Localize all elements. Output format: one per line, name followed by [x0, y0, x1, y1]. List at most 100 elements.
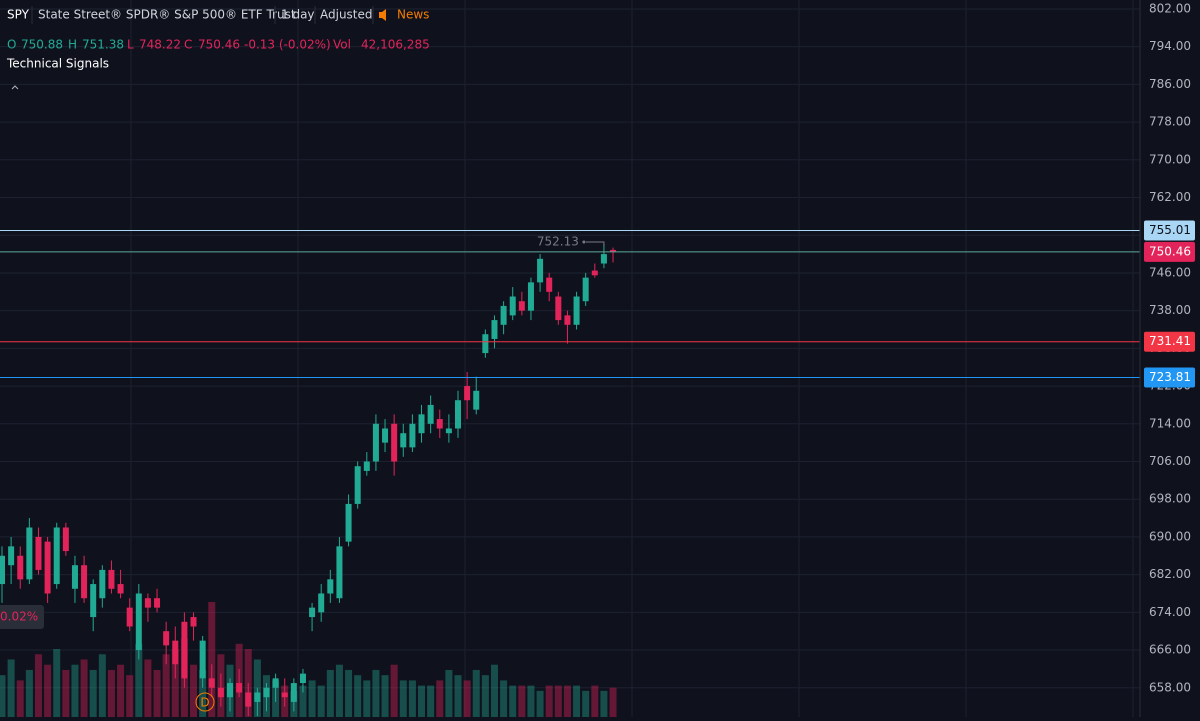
volume-bar — [500, 680, 508, 717]
price-label-box — [1144, 241, 1195, 262]
volume-bar — [126, 675, 134, 717]
volume-bar — [7, 659, 15, 717]
candle-body — [582, 277, 589, 302]
candle-body — [190, 617, 197, 627]
candle-body — [527, 282, 534, 311]
news[interactable]: News — [397, 8, 429, 22]
volume-bar — [545, 685, 553, 717]
candle-body — [0, 555, 5, 585]
y-tick-label: 746.00 — [1149, 265, 1191, 279]
y-tick-label: 794.00 — [1149, 39, 1191, 53]
volume-bar — [600, 690, 608, 717]
candle-body — [354, 466, 361, 504]
candle-body — [90, 584, 97, 618]
volume-bar — [25, 669, 33, 717]
volume-bar — [16, 680, 24, 717]
high-label: H — [68, 38, 77, 52]
candle-body — [254, 692, 261, 702]
volume-bar — [153, 669, 161, 717]
candle-body — [108, 569, 115, 589]
y-tick-label: 682.00 — [1149, 567, 1191, 581]
candle-body — [372, 423, 379, 462]
candle-body — [17, 555, 24, 580]
candle-body — [464, 386, 471, 401]
price-label-box — [1144, 220, 1195, 241]
y-tick-label: 690.00 — [1149, 529, 1191, 543]
candle-body — [290, 683, 297, 702]
volume-bar — [490, 664, 498, 717]
candle-body — [546, 277, 553, 292]
volume-bar — [427, 685, 435, 717]
interval[interactable]: 1 day — [281, 8, 315, 22]
volume-bar — [208, 602, 216, 717]
volume-bar — [117, 664, 125, 717]
header: SPY State Street® SPDR® S&P 500® ETF Tru… — [0, 6, 430, 629]
volume-bar — [171, 649, 179, 717]
plot: 752.13 D — [0, 229, 1140, 717]
y-tick-label: 674.00 — [1149, 605, 1191, 619]
grid — [0, 8, 1140, 689]
candle-body — [81, 565, 88, 599]
open-label: O — [7, 38, 16, 52]
volume-bar — [591, 685, 599, 717]
volume-bar — [527, 685, 535, 717]
volume-bar — [98, 654, 106, 717]
volume-bar — [573, 685, 581, 717]
instrument-name: State Street® SPDR® S&P 500® ETF Trust — [38, 8, 296, 22]
y-tick-label: 762.00 — [1149, 190, 1191, 204]
volume-bar — [71, 664, 79, 717]
volume-bar — [509, 685, 517, 717]
change: -0.13 (-0.02%) — [244, 38, 331, 52]
low-value: 748.22 — [139, 38, 181, 52]
volume-bar — [463, 680, 471, 717]
candle-body — [181, 621, 188, 679]
volume-bar — [80, 659, 88, 717]
candle-body — [363, 461, 370, 471]
candle-body — [491, 320, 498, 339]
candle-body — [272, 678, 279, 688]
volume-bar — [317, 685, 325, 717]
candle-body — [436, 419, 443, 429]
candle-body — [518, 301, 525, 311]
candle-body — [564, 315, 571, 325]
candle-body — [154, 598, 161, 608]
adjustment[interactable]: Adjusted — [320, 8, 373, 22]
volume-bar — [326, 669, 334, 717]
candle-body — [126, 607, 133, 627]
y-tick-label: 714.00 — [1149, 416, 1191, 430]
candle-body — [172, 640, 179, 665]
y-tick-label: 786.00 — [1149, 77, 1191, 91]
candle-body — [53, 527, 60, 585]
volume-bar — [34, 654, 42, 717]
candle-body — [473, 390, 480, 410]
candle-body — [26, 527, 33, 580]
open-value: 750.88 — [21, 38, 63, 52]
volume-bar — [399, 680, 407, 717]
volume-bar — [454, 675, 462, 717]
candle-body — [427, 404, 434, 424]
news-icon[interactable] — [379, 9, 386, 21]
candle-body — [217, 687, 224, 698]
volume-bar — [445, 669, 453, 717]
volume-bar — [53, 649, 61, 717]
technical-signals[interactable]: Technical Signals — [6, 57, 109, 71]
candle-body — [455, 400, 461, 429]
candle-body — [44, 541, 51, 594]
volume-bar — [135, 643, 143, 717]
candle-body — [208, 678, 215, 688]
candle-body — [391, 423, 398, 462]
volume-bar — [0, 675, 6, 717]
collapse-caret[interactable] — [11, 85, 19, 90]
symbol[interactable]: SPY — [7, 8, 30, 22]
candle-body — [591, 270, 598, 276]
volume-bar — [144, 659, 152, 717]
candle-body — [8, 546, 15, 566]
candle-body — [62, 527, 69, 552]
volume-bar — [518, 685, 526, 717]
volume-bar — [44, 664, 52, 717]
side-change: 0.02% — [0, 610, 38, 624]
volume-bar — [582, 690, 590, 717]
volume-bar — [372, 669, 380, 717]
volume-bar — [609, 687, 617, 717]
y-tick-label: 778.00 — [1149, 115, 1191, 129]
